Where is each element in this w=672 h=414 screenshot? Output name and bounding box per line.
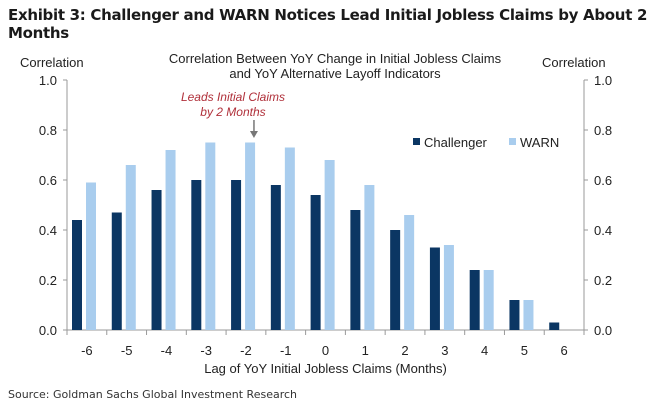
legend-label: Challenger <box>424 135 488 150</box>
bar-challenger <box>72 220 82 330</box>
annotation-arrowhead <box>249 131 258 138</box>
bar-warn <box>165 150 176 330</box>
bar-warn <box>364 185 375 330</box>
y-tick-label-left: 0.6 <box>39 173 57 188</box>
x-tick-label: -5 <box>121 343 133 358</box>
bar-challenger <box>549 322 560 330</box>
bar-challenger <box>469 270 480 330</box>
legend-label: WARN <box>520 135 559 150</box>
x-tick-label: 0 <box>322 343 329 358</box>
x-tick-label: -6 <box>81 343 93 358</box>
legend-swatch-challenger <box>413 138 420 145</box>
x-tick-label: 6 <box>560 343 567 358</box>
chart-title-line: Correlation Between YoY Change in Initia… <box>169 51 502 66</box>
y-tick-label-right: 0.4 <box>594 223 612 238</box>
bar-warn <box>523 300 534 330</box>
bar-warn <box>443 245 454 330</box>
x-tick-label: -2 <box>240 343 252 358</box>
bar-challenger <box>151 190 162 330</box>
x-tick-label: -1 <box>280 343 292 358</box>
x-axis-label: Lag of YoY Initial Jobless Claims (Month… <box>204 361 447 376</box>
bar-challenger <box>191 180 202 330</box>
y-tick-label-right: 0.8 <box>594 123 612 138</box>
bar-challenger <box>270 185 281 330</box>
legend-swatch-warn <box>509 138 516 145</box>
x-tick-label: 4 <box>481 343 488 358</box>
bar-challenger <box>429 247 440 330</box>
y-tick-label-right: 1.0 <box>594 73 612 88</box>
bar-challenger <box>350 210 361 330</box>
x-tick-label: 2 <box>401 343 408 358</box>
x-tick-label: 5 <box>521 343 528 358</box>
y-tick-label-left: 0.4 <box>39 223 57 238</box>
bar-warn <box>404 215 415 330</box>
y-tick-label-right: 0.2 <box>594 273 612 288</box>
bar-warn <box>284 147 295 330</box>
y-tick-label-left: 0.2 <box>39 273 57 288</box>
exhibit-title: Exhibit 3: Challenger and WARN Notices L… <box>8 6 648 42</box>
bar-warn <box>86 182 96 330</box>
x-tick-label: 1 <box>362 343 369 358</box>
bar-warn <box>205 142 216 330</box>
y-tick-label-left: 0.0 <box>39 323 57 338</box>
x-tick-label: 3 <box>441 343 448 358</box>
y-tick-label-left: 1.0 <box>39 73 57 88</box>
y-tick-label-right: 0.0 <box>594 323 612 338</box>
bar-challenger <box>111 212 122 330</box>
bar-challenger <box>310 195 321 330</box>
x-tick-label: -4 <box>161 343 173 358</box>
annotation-text: by 2 Months <box>200 105 265 119</box>
annotation-text: Leads Initial Claims <box>181 90 285 104</box>
bar-warn <box>483 270 494 330</box>
chart-title-line: and YoY Alternative Layoff Indicators <box>229 66 441 81</box>
bar-warn <box>245 142 256 330</box>
y-tick-label-left: 0.8 <box>39 123 57 138</box>
x-tick-label: -3 <box>200 343 212 358</box>
y-axis-label-right: Correlation <box>542 55 606 70</box>
bar-challenger <box>390 230 401 330</box>
bar-challenger <box>231 180 242 330</box>
source-note: Source: Goldman Sachs Global Investment … <box>8 388 298 401</box>
y-tick-label-right: 0.6 <box>594 173 612 188</box>
bar-warn <box>125 165 136 330</box>
y-axis-label-left: Correlation <box>20 55 84 70</box>
bar-challenger <box>509 300 520 330</box>
bar-warn <box>324 160 335 330</box>
